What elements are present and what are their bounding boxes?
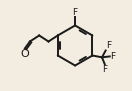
Text: F: F <box>106 41 111 50</box>
Text: F: F <box>110 52 115 61</box>
Text: F: F <box>73 8 78 17</box>
Text: F: F <box>102 65 107 74</box>
Text: O: O <box>20 49 29 59</box>
